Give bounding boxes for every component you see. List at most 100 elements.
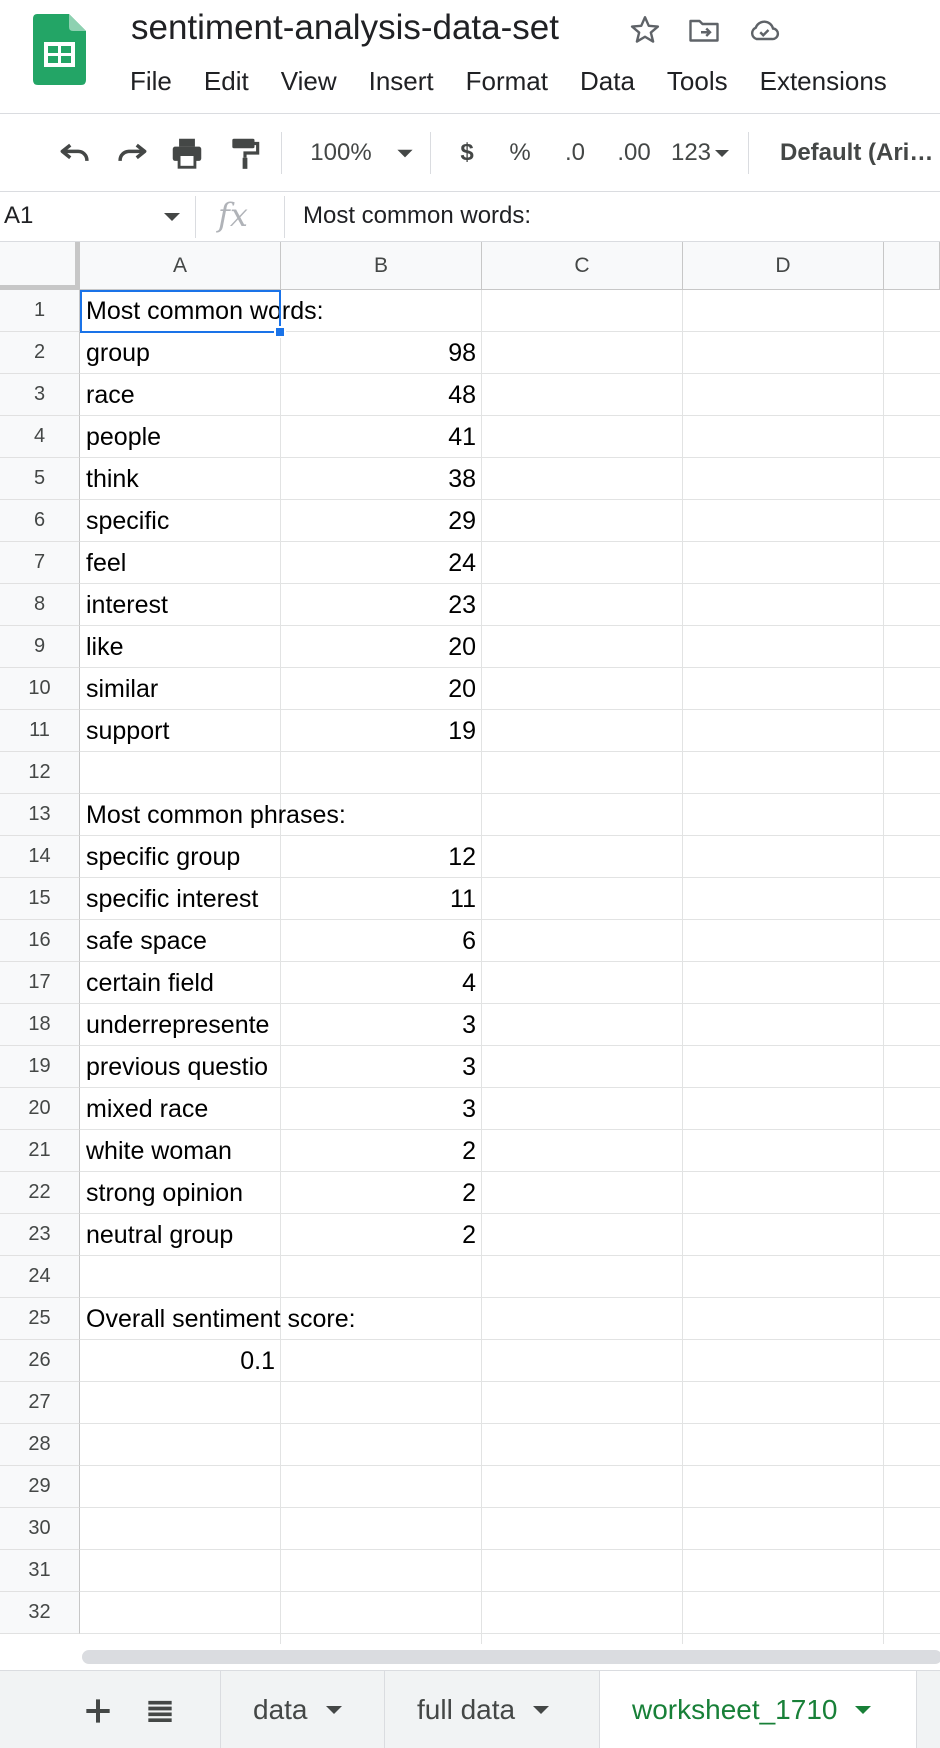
menu-data[interactable]: Data [579,66,635,96]
cell-a20[interactable]: mixed race [86,1095,209,1123]
row-header-5[interactable]: 5 [0,458,80,500]
fill-handle[interactable] [274,326,286,338]
menu-insert[interactable]: Insert [368,66,434,96]
cell-b20[interactable]: 3 [462,1095,476,1123]
cell-a8[interactable]: interest [86,591,168,619]
cell-a18[interactable]: underrepresente [86,1011,270,1039]
add-sheet-icon[interactable] [78,1691,118,1731]
sheet-tab-data[interactable]: data [220,1671,384,1748]
print-icon[interactable] [168,134,206,172]
redo-icon[interactable] [113,134,151,172]
row-header-15[interactable]: 15 [0,878,80,920]
cell-a2[interactable]: group [86,339,150,367]
row-header-11[interactable]: 11 [0,710,80,752]
chevron-down-icon[interactable] [533,1706,550,1714]
row-header-24[interactable]: 24 [0,1256,80,1298]
cell-b7[interactable]: 24 [448,549,476,577]
name-box-dropdown-icon[interactable] [164,213,180,221]
cell-a13[interactable]: Most common phrases: [86,801,346,829]
cell-b5[interactable]: 38 [448,465,476,493]
chevron-down-icon[interactable] [855,1706,872,1714]
cell-a6[interactable]: specific [86,507,170,535]
cell-b17[interactable]: 4 [462,969,476,997]
move-to-folder-icon[interactable] [686,12,722,48]
zoom-value[interactable]: 100% [310,139,372,166]
cell-a4[interactable]: people [86,423,162,451]
document-title[interactable]: sentiment-analysis-data-set [131,8,559,47]
cell-a22[interactable]: strong opinion [86,1179,244,1207]
column-header-e[interactable] [884,242,940,290]
row-header-16[interactable]: 16 [0,920,80,962]
undo-icon[interactable] [56,134,94,172]
row-header-30[interactable]: 30 [0,1508,80,1550]
cell-a25[interactable]: Overall sentiment score: [86,1305,356,1333]
row-header-31[interactable]: 31 [0,1550,80,1592]
row-header-12[interactable]: 12 [0,752,80,794]
cell-a17[interactable]: certain field [86,969,214,997]
row-header-4[interactable]: 4 [0,416,80,458]
cell-a15[interactable]: specific interest [86,885,259,913]
row-header-1[interactable]: 1 [0,290,80,332]
column-header-d[interactable]: D [683,242,884,290]
column-header-c[interactable]: C [482,242,683,290]
increase-decimal-button[interactable]: .00 [610,134,658,172]
row-header-27[interactable]: 27 [0,1382,80,1424]
cell-a19[interactable]: previous questio [86,1053,269,1081]
row-header-7[interactable]: 7 [0,542,80,584]
more-formats-button[interactable]: 123 [666,134,734,172]
cell-a11[interactable]: support [86,717,170,745]
row-header-14[interactable]: 14 [0,836,80,878]
cell-a7[interactable]: feel [86,549,127,577]
row-header-26[interactable]: 26 [0,1340,80,1382]
cell-b3[interactable]: 48 [448,381,476,409]
column-header-a[interactable]: A [80,242,281,290]
row-header-6[interactable]: 6 [0,500,80,542]
row-header-25[interactable]: 25 [0,1298,80,1340]
cell-a9[interactable]: like [86,633,124,661]
cell-a5[interactable]: think [86,465,139,493]
cell-a23[interactable]: neutral group [86,1221,234,1249]
row-header-8[interactable]: 8 [0,584,80,626]
cell-b10[interactable]: 20 [448,675,476,703]
all-sheets-icon[interactable] [140,1691,180,1731]
cell-b22[interactable]: 2 [462,1179,476,1207]
cell-b2[interactable]: 98 [448,339,476,367]
cell-a3[interactable]: race [86,381,135,409]
row-header-19[interactable]: 19 [0,1046,80,1088]
menu-format[interactable]: Format [465,66,548,96]
cell-b19[interactable]: 3 [462,1053,476,1081]
cell-a21[interactable]: white woman [86,1137,232,1165]
cell-b9[interactable]: 20 [448,633,476,661]
row-header-20[interactable]: 20 [0,1088,80,1130]
paint-format-icon[interactable] [226,134,264,172]
chevron-down-icon[interactable] [325,1706,342,1714]
cell-b4[interactable]: 41 [448,423,476,451]
cell-b21[interactable]: 2 [462,1137,476,1165]
percent-format-button[interactable]: % [509,139,531,166]
horizontal-scrollbar[interactable] [80,1646,940,1670]
cell-a1[interactable]: Most common words: [86,297,324,325]
row-header-9[interactable]: 9 [0,626,80,668]
cell-b6[interactable]: 29 [448,507,476,535]
sheet-tab-worksheet-1710[interactable]: worksheet_1710 [599,1671,917,1748]
font-family-select[interactable]: Default (Ari… [780,139,934,166]
cell-b11[interactable]: 19 [448,717,476,745]
sheet-tab-full-data[interactable]: full data [384,1671,599,1748]
cell-b18[interactable]: 3 [462,1011,476,1039]
decrease-decimal-button[interactable]: .0 [556,134,594,172]
menu-tools[interactable]: Tools [666,66,728,96]
cloud-saved-icon[interactable] [746,12,782,48]
row-header-13[interactable]: 13 [0,794,80,836]
row-header-17[interactable]: 17 [0,962,80,1004]
menu-view[interactable]: View [280,66,337,96]
cell-b16[interactable]: 6 [462,927,476,955]
cell-a26[interactable]: 0.1 [240,1347,275,1375]
currency-format-button[interactable]: $ [460,139,474,166]
name-box[interactable]: A1 [4,202,34,229]
row-header-28[interactable]: 28 [0,1424,80,1466]
sheets-logo-icon[interactable] [33,14,86,85]
cell-a10[interactable]: similar [86,675,159,703]
cell-b14[interactable]: 12 [448,843,476,871]
row-header-18[interactable]: 18 [0,1004,80,1046]
row-header-3[interactable]: 3 [0,374,80,416]
